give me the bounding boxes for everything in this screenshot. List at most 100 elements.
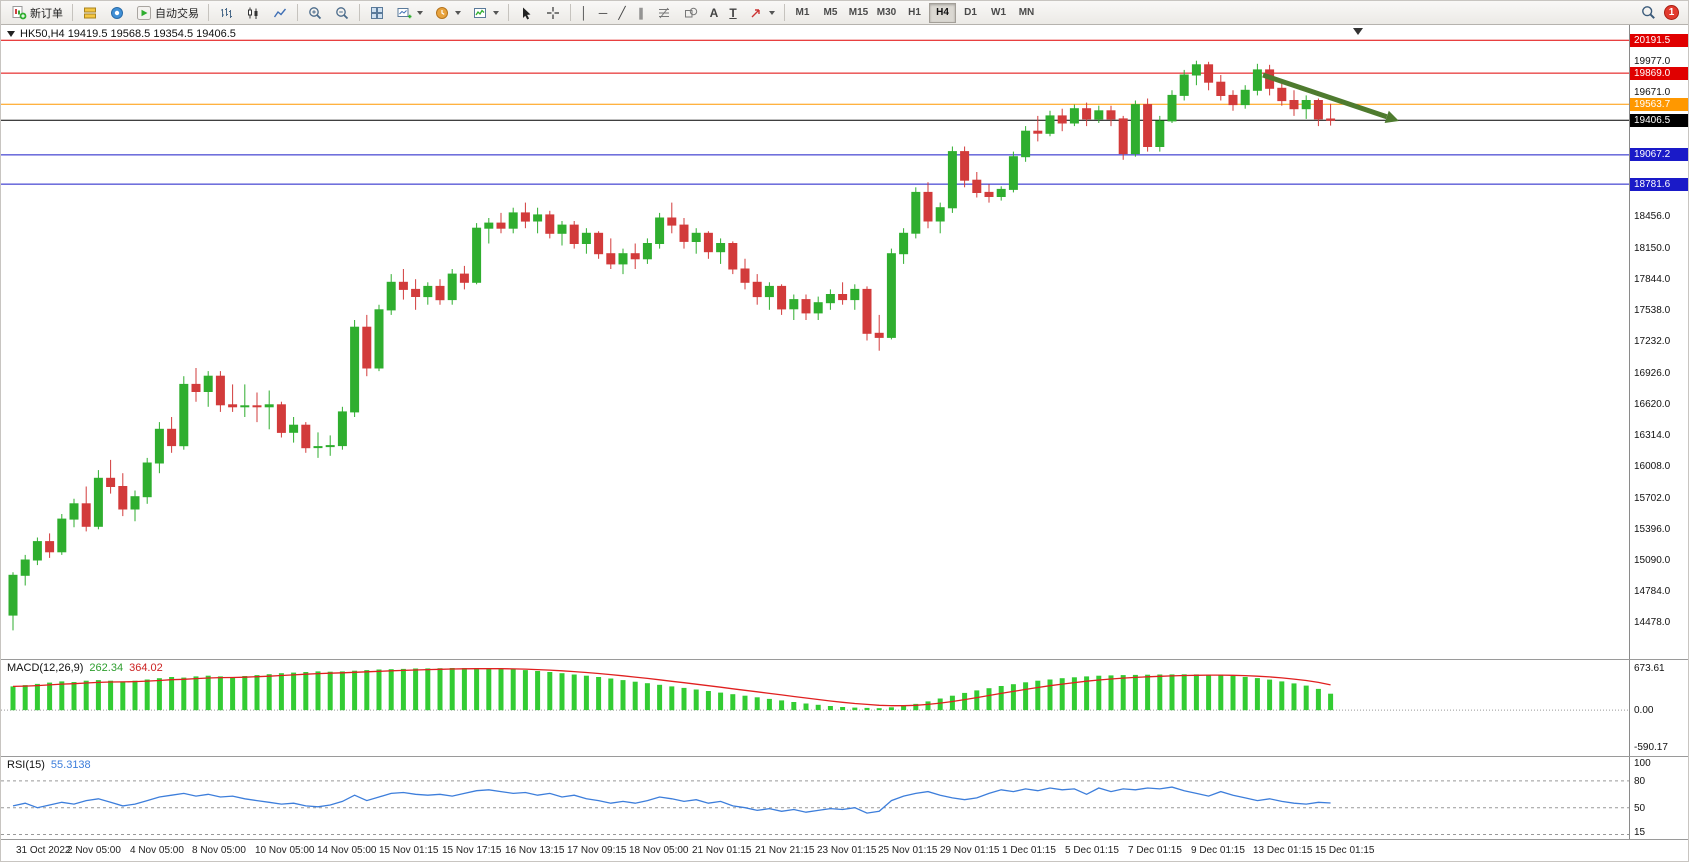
text-label-tool-button[interactable]: T	[724, 3, 742, 23]
new-chart-button[interactable]	[391, 3, 428, 23]
toolbar-separator	[72, 4, 73, 21]
time-axis-label: 16 Nov 13:15	[505, 845, 565, 856]
candle-body	[398, 281, 408, 290]
macd-bar	[71, 682, 77, 711]
candle-body	[935, 207, 945, 222]
candle-body	[679, 224, 689, 242]
macd-bar	[1206, 674, 1212, 711]
trendline-tool-button[interactable]: ╱	[613, 3, 631, 23]
indicators-button[interactable]	[467, 3, 504, 23]
bar-chart-button[interactable]	[213, 3, 239, 23]
macd-bar	[547, 672, 553, 711]
macd-bar	[205, 675, 211, 711]
macd-bar	[1120, 675, 1126, 711]
macd-bar	[193, 676, 199, 711]
macd-bar	[1145, 674, 1151, 711]
candle-body	[228, 404, 238, 408]
zoom-in-button[interactable]	[302, 3, 328, 23]
notification-badge[interactable]: 1	[1664, 5, 1679, 20]
macd-bar	[156, 678, 162, 711]
macd-bar	[705, 691, 711, 711]
vertical-line-tool-button[interactable]: │	[575, 3, 593, 23]
candlestick-chart-button[interactable]	[240, 3, 266, 23]
tile-windows-button[interactable]	[364, 3, 390, 23]
timeframe-h1[interactable]: H1	[901, 3, 928, 23]
fibonacci-tool-button[interactable]	[651, 3, 677, 23]
rsi-scale-label: 100	[1634, 758, 1651, 769]
bar-chart-icon	[218, 5, 234, 21]
candle-body	[301, 424, 311, 449]
timeframe-d1[interactable]: D1	[957, 3, 984, 23]
cursor-button[interactable]	[513, 3, 539, 23]
macd-bar	[803, 703, 809, 711]
candle-body	[899, 232, 909, 255]
zoom-out-button[interactable]	[329, 3, 355, 23]
toolbar-separator	[208, 4, 209, 21]
macd-bar	[144, 679, 150, 711]
new-order-button[interactable]: 新订单	[6, 3, 68, 23]
candle-body	[862, 288, 872, 334]
timeframe-m30[interactable]: M30	[873, 3, 900, 23]
shapes-tool-button[interactable]	[678, 3, 704, 23]
macd-bar	[876, 708, 882, 711]
time-axis-label: 9 Dec 01:15	[1191, 845, 1245, 856]
candle-body	[703, 232, 713, 253]
macd-main-value: 262.34	[89, 662, 124, 674]
line-chart-button[interactable]	[267, 3, 293, 23]
arrows-tool-button[interactable]	[743, 3, 780, 23]
candle-body	[960, 151, 970, 181]
trend-annotation-arrow[interactable]	[1262, 72, 1388, 120]
macd-bar	[1010, 684, 1016, 711]
timeframe-mn[interactable]: MN	[1013, 3, 1040, 23]
macd-bar	[754, 697, 760, 711]
candle-body	[569, 224, 579, 245]
price-axis[interactable]: 19977.0 19671.0 18456.0 18150.0 17844.0 17538…	[1629, 25, 1688, 659]
time-axis-label: 15 Dec 01:15	[1315, 845, 1375, 856]
autotrading-button[interactable]: 自动交易	[131, 3, 204, 23]
rsi-axis[interactable]: 100 80 50 15	[1629, 757, 1688, 840]
candle-body	[606, 253, 616, 265]
candle-body	[435, 285, 445, 301]
candle-body	[764, 285, 774, 298]
timeframe-w1[interactable]: W1	[985, 3, 1012, 23]
trend-annotation-arrowhead[interactable]	[1384, 110, 1399, 123]
candle-body	[423, 285, 433, 298]
candle-body	[1191, 64, 1201, 76]
candle-body	[886, 253, 896, 338]
time-axis[interactable]: 31 Oct 2022 2 Nov 05:00 4 Nov 05:00 8 Nov 0…	[1, 839, 1688, 861]
candle-body	[325, 445, 335, 448]
horizontal-line-tool-button[interactable]: ─	[594, 3, 612, 23]
time-axis-label: 17 Nov 09:15	[567, 845, 627, 856]
macd-bar	[59, 681, 65, 711]
trendline-icon: ╱	[618, 5, 626, 20]
ohlc-info-text: HK50,H4 19419.5 19568.5 19354.5 19406.5	[20, 28, 236, 40]
profiles-button[interactable]	[429, 3, 466, 23]
macd-bar	[1218, 675, 1224, 711]
zoom-out-icon	[334, 5, 350, 21]
time-axis-label: 15 Nov 01:15	[379, 845, 439, 856]
main-chart[interactable]: HK50,H4 19419.5 19568.5 19354.5 19406.5 …	[1, 25, 1688, 659]
macd-bar	[1108, 675, 1114, 711]
macd-bar	[364, 670, 370, 711]
crosshair-button[interactable]	[540, 3, 566, 23]
timeframe-m1[interactable]: M1	[789, 3, 816, 23]
text-tool-button[interactable]: A	[705, 3, 723, 23]
macd-bar	[413, 668, 419, 711]
main-chart-canvas[interactable]	[1, 25, 1629, 659]
timeframe-m15[interactable]: M15	[845, 3, 872, 23]
macd-axis[interactable]: 673.61 0.00 -590.17	[1629, 660, 1688, 757]
timeframe-h4[interactable]: H4	[929, 2, 956, 23]
macd-bar	[791, 702, 797, 711]
macd-bar	[620, 680, 626, 711]
macd-bar	[1303, 685, 1309, 711]
rsi-panel[interactable]: RSI(15) 55.3138 100 80 50 15	[1, 756, 1688, 840]
channel-tool-button[interactable]: ∥	[632, 3, 650, 23]
community-button[interactable]	[104, 3, 130, 23]
chart-shift-marker-icon[interactable]	[1353, 28, 1363, 35]
timeframe-m5[interactable]: M5	[817, 3, 844, 23]
history-center-button[interactable]	[77, 3, 103, 23]
macd-panel[interactable]: MACD(12,26,9) 262.34 364.02 673.61 0.00 -5…	[1, 659, 1688, 757]
search-button[interactable]	[1635, 3, 1661, 23]
price-tick-label: 19977.0	[1634, 56, 1671, 68]
macd-label: MACD(12,26,9) 262.34 364.02	[7, 662, 163, 674]
